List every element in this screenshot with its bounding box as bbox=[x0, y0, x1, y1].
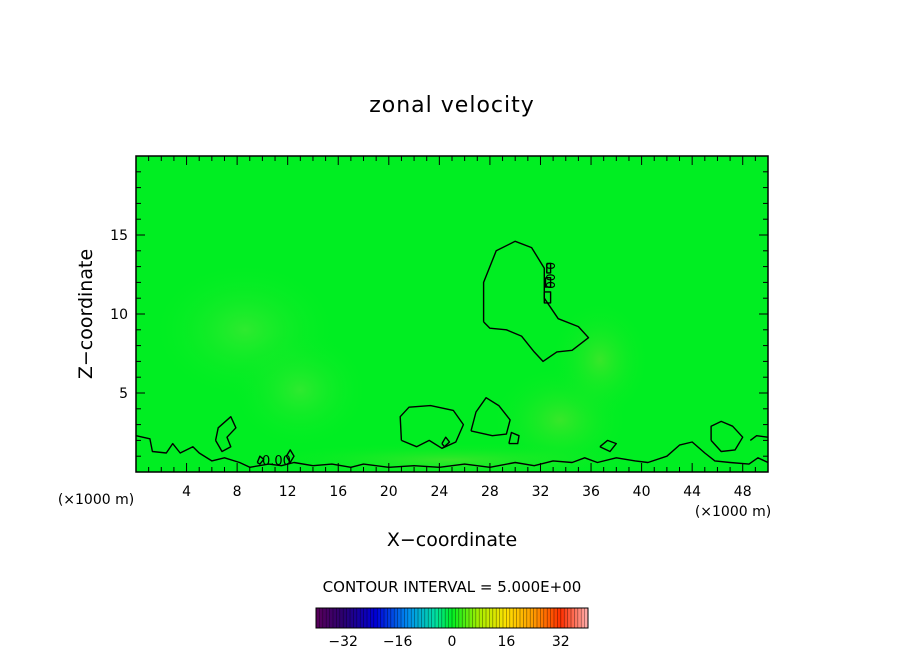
colorbar-tick-label: −16 bbox=[383, 634, 413, 650]
y-axis-label: Z−coordinate bbox=[75, 249, 97, 379]
colorbar-ticks: −32 −16 0 16 32 bbox=[328, 634, 569, 650]
contour-line bbox=[749, 435, 768, 441]
contour-line bbox=[470, 397, 511, 437]
contour-line bbox=[543, 291, 552, 304]
contour-line bbox=[482, 240, 590, 363]
colorbar-bins bbox=[319, 608, 585, 628]
contour-line bbox=[285, 449, 295, 464]
field-shade-4 bbox=[550, 300, 650, 420]
x-tick-label: 28 bbox=[481, 484, 499, 500]
colorbar-tick-label: 32 bbox=[552, 634, 570, 650]
contour-label-group: 0.00 0.00 bbox=[262, 262, 557, 469]
y-tick-label: 5 bbox=[119, 386, 128, 402]
contour-line bbox=[256, 455, 265, 465]
x-tick-label: 40 bbox=[633, 484, 651, 500]
contour-line bbox=[399, 404, 465, 449]
field-shade-5 bbox=[250, 442, 650, 472]
x-tick-label: 4 bbox=[182, 484, 191, 500]
x-tick-label: 48 bbox=[734, 484, 752, 500]
x-axis-label: X−coordinate bbox=[387, 529, 517, 551]
contour-line bbox=[508, 431, 520, 445]
x-unit-label-left: (×1000 m) bbox=[58, 492, 134, 508]
chart-title: zonal velocity bbox=[369, 93, 535, 118]
colorbar-tick-label: 0 bbox=[448, 634, 457, 650]
contour-line bbox=[136, 435, 768, 468]
colorbar-frame bbox=[315, 607, 589, 629]
field-shade-2 bbox=[230, 330, 370, 450]
contour-line bbox=[214, 416, 237, 453]
x-tick-label: 12 bbox=[279, 484, 297, 500]
contour-label: 0.00 bbox=[262, 454, 291, 469]
x-tick-label: 8 bbox=[233, 484, 242, 500]
contour-line bbox=[544, 277, 552, 288]
y-tick-label: 10 bbox=[110, 307, 128, 323]
x-tick-label: 32 bbox=[532, 484, 550, 500]
x-unit-label-right: (×1000 m) bbox=[695, 504, 771, 520]
colorbar: −32 −16 0 16 32 bbox=[315, 607, 589, 650]
contour-line bbox=[710, 420, 744, 453]
x-tick-label: 20 bbox=[380, 484, 398, 500]
contour-line bbox=[599, 439, 617, 453]
y-tick-label: 15 bbox=[110, 228, 128, 244]
contour-interval-label: CONTOUR INTERVAL = 5.000E+00 bbox=[323, 578, 582, 596]
x-tick-label: 44 bbox=[683, 484, 701, 500]
contour-line bbox=[441, 436, 451, 448]
x-tick-label: 16 bbox=[329, 484, 347, 500]
field-shading bbox=[150, 260, 650, 472]
x-tick-label: 24 bbox=[430, 484, 448, 500]
contour-label: 0.00 bbox=[543, 262, 557, 289]
x-tick-label: 36 bbox=[582, 484, 600, 500]
contour-line bbox=[546, 262, 552, 274]
colorbar-tick-label: 16 bbox=[497, 634, 515, 650]
colorbar-tick-label: −32 bbox=[328, 634, 358, 650]
contour-lines bbox=[136, 240, 768, 468]
